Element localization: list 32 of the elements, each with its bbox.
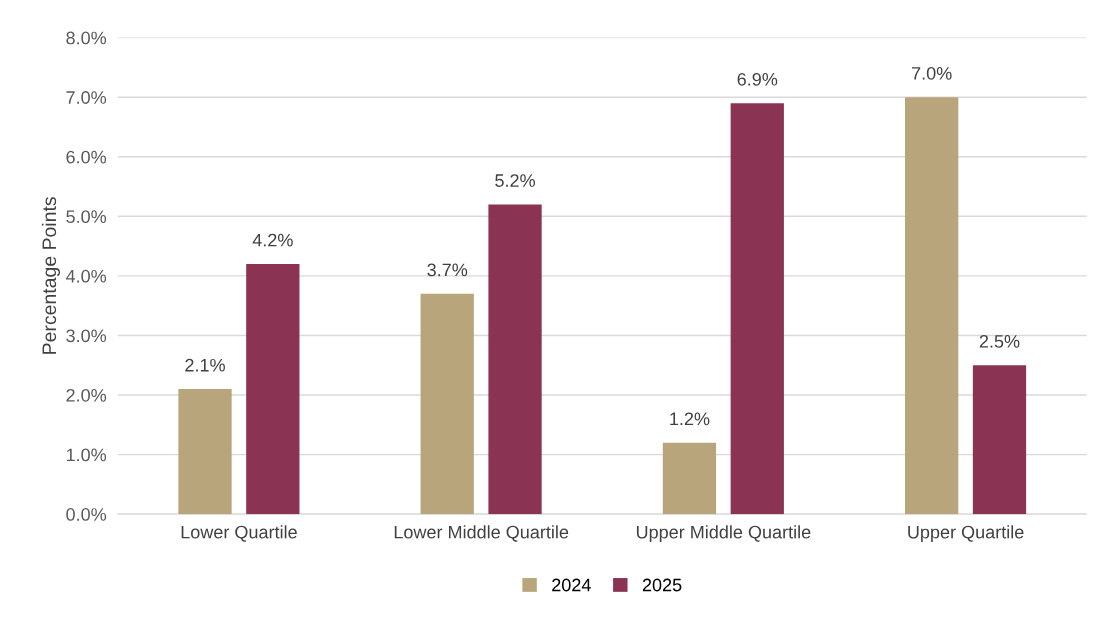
data-label: 7.0% — [912, 66, 952, 80]
bar — [178, 389, 232, 515]
bar — [488, 204, 542, 515]
data-label: 3.7% — [427, 263, 468, 277]
y-tick-label: 0.0% — [66, 508, 107, 521]
x-tick-label: Upper Middle Quartile — [636, 525, 811, 543]
legend-label: 2024 — [552, 578, 591, 592]
data-label: 5.2% — [495, 174, 535, 187]
data-label: 4.2% — [252, 233, 293, 247]
y-tick-label: 8.0% — [66, 31, 107, 45]
legend-label: 2025 — [642, 578, 682, 592]
bar — [246, 263, 300, 515]
x-tick-label: Lower Middle Quartile — [394, 525, 569, 542]
y-tick-label: 6.0% — [66, 150, 107, 164]
data-label: 6.9% — [737, 72, 778, 86]
data-label: 1.2% — [670, 412, 710, 426]
y-tick-label: 5.0% — [66, 210, 107, 224]
x-tick-label: Lower Quartile — [181, 525, 297, 542]
y-tick-label: 1.0% — [66, 448, 107, 462]
x-tick-label: Upper Quartile — [908, 525, 1024, 543]
y-tick-label: 3.0% — [66, 329, 107, 343]
y-axis-title: Percentage Points — [41, 197, 60, 354]
bar — [972, 365, 1027, 515]
y-tick-label: 4.0% — [65, 269, 107, 283]
data-label: 2.1% — [185, 358, 225, 372]
bar — [662, 442, 717, 515]
bar — [420, 293, 474, 515]
bar — [730, 103, 784, 515]
data-label: 2.5% — [979, 334, 1020, 348]
y-tick-label: 2.0% — [66, 388, 107, 402]
y-tick-label: 7.0% — [66, 91, 107, 104]
bar — [905, 97, 959, 515]
